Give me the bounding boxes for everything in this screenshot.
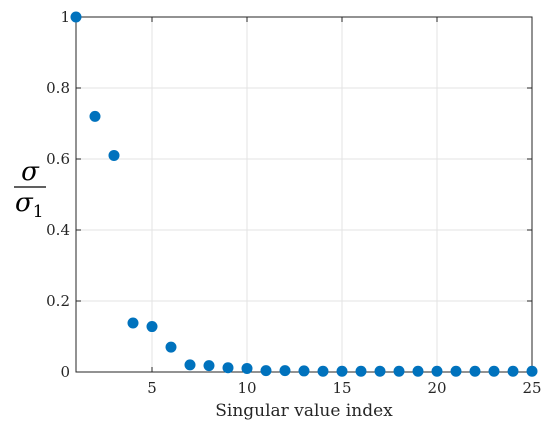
data-point	[469, 365, 481, 377]
x-tick-label: 15	[332, 379, 351, 397]
data-point	[355, 365, 367, 377]
y-tick-label: 1	[60, 8, 70, 26]
ticks: 5 10 15 20 25 0 0.2 0.4 0.6 0.8 1	[46, 8, 541, 397]
data-point	[184, 359, 196, 371]
data-point	[336, 365, 348, 377]
data-point	[393, 365, 405, 377]
data-points	[70, 11, 538, 377]
data-point	[279, 365, 291, 377]
data-point	[526, 365, 538, 377]
y-axis-label-denominator-symbol: σ	[15, 188, 34, 218]
x-tick-label: 5	[147, 379, 157, 397]
data-point	[89, 110, 101, 122]
data-point	[70, 11, 82, 23]
data-point	[203, 360, 215, 372]
data-point	[127, 317, 139, 329]
data-point	[431, 365, 443, 377]
x-tick-label: 20	[427, 379, 446, 397]
data-point	[241, 362, 253, 374]
data-point	[260, 365, 272, 377]
y-axis-label-numerator: σ	[21, 157, 40, 187]
data-point	[298, 365, 310, 377]
data-point	[488, 365, 500, 377]
x-tick-label: 25	[522, 379, 541, 397]
data-point	[507, 365, 519, 377]
y-tick-label: 0.6	[46, 150, 70, 168]
data-point	[222, 362, 234, 374]
data-point	[450, 365, 462, 377]
axes-frame	[75, 16, 533, 373]
y-axis-label-denominator-subscript: 1	[33, 202, 44, 222]
data-point	[317, 365, 329, 377]
y-tick-label: 0.2	[46, 292, 70, 310]
y-tick-label: 0.4	[46, 221, 70, 239]
y-tick-label: 0.8	[46, 79, 70, 97]
y-axis-label-denominator: σ1	[15, 188, 44, 222]
x-tick-label: 10	[237, 379, 256, 397]
data-point	[108, 149, 120, 161]
y-axis-label: σ σ1	[14, 157, 46, 222]
data-point	[374, 365, 386, 377]
grid	[76, 16, 533, 373]
y-tick-label: 0	[60, 363, 70, 381]
data-point	[146, 321, 158, 333]
data-point	[165, 341, 177, 353]
x-axis-label: Singular value index	[215, 401, 393, 421]
data-point	[412, 365, 424, 377]
